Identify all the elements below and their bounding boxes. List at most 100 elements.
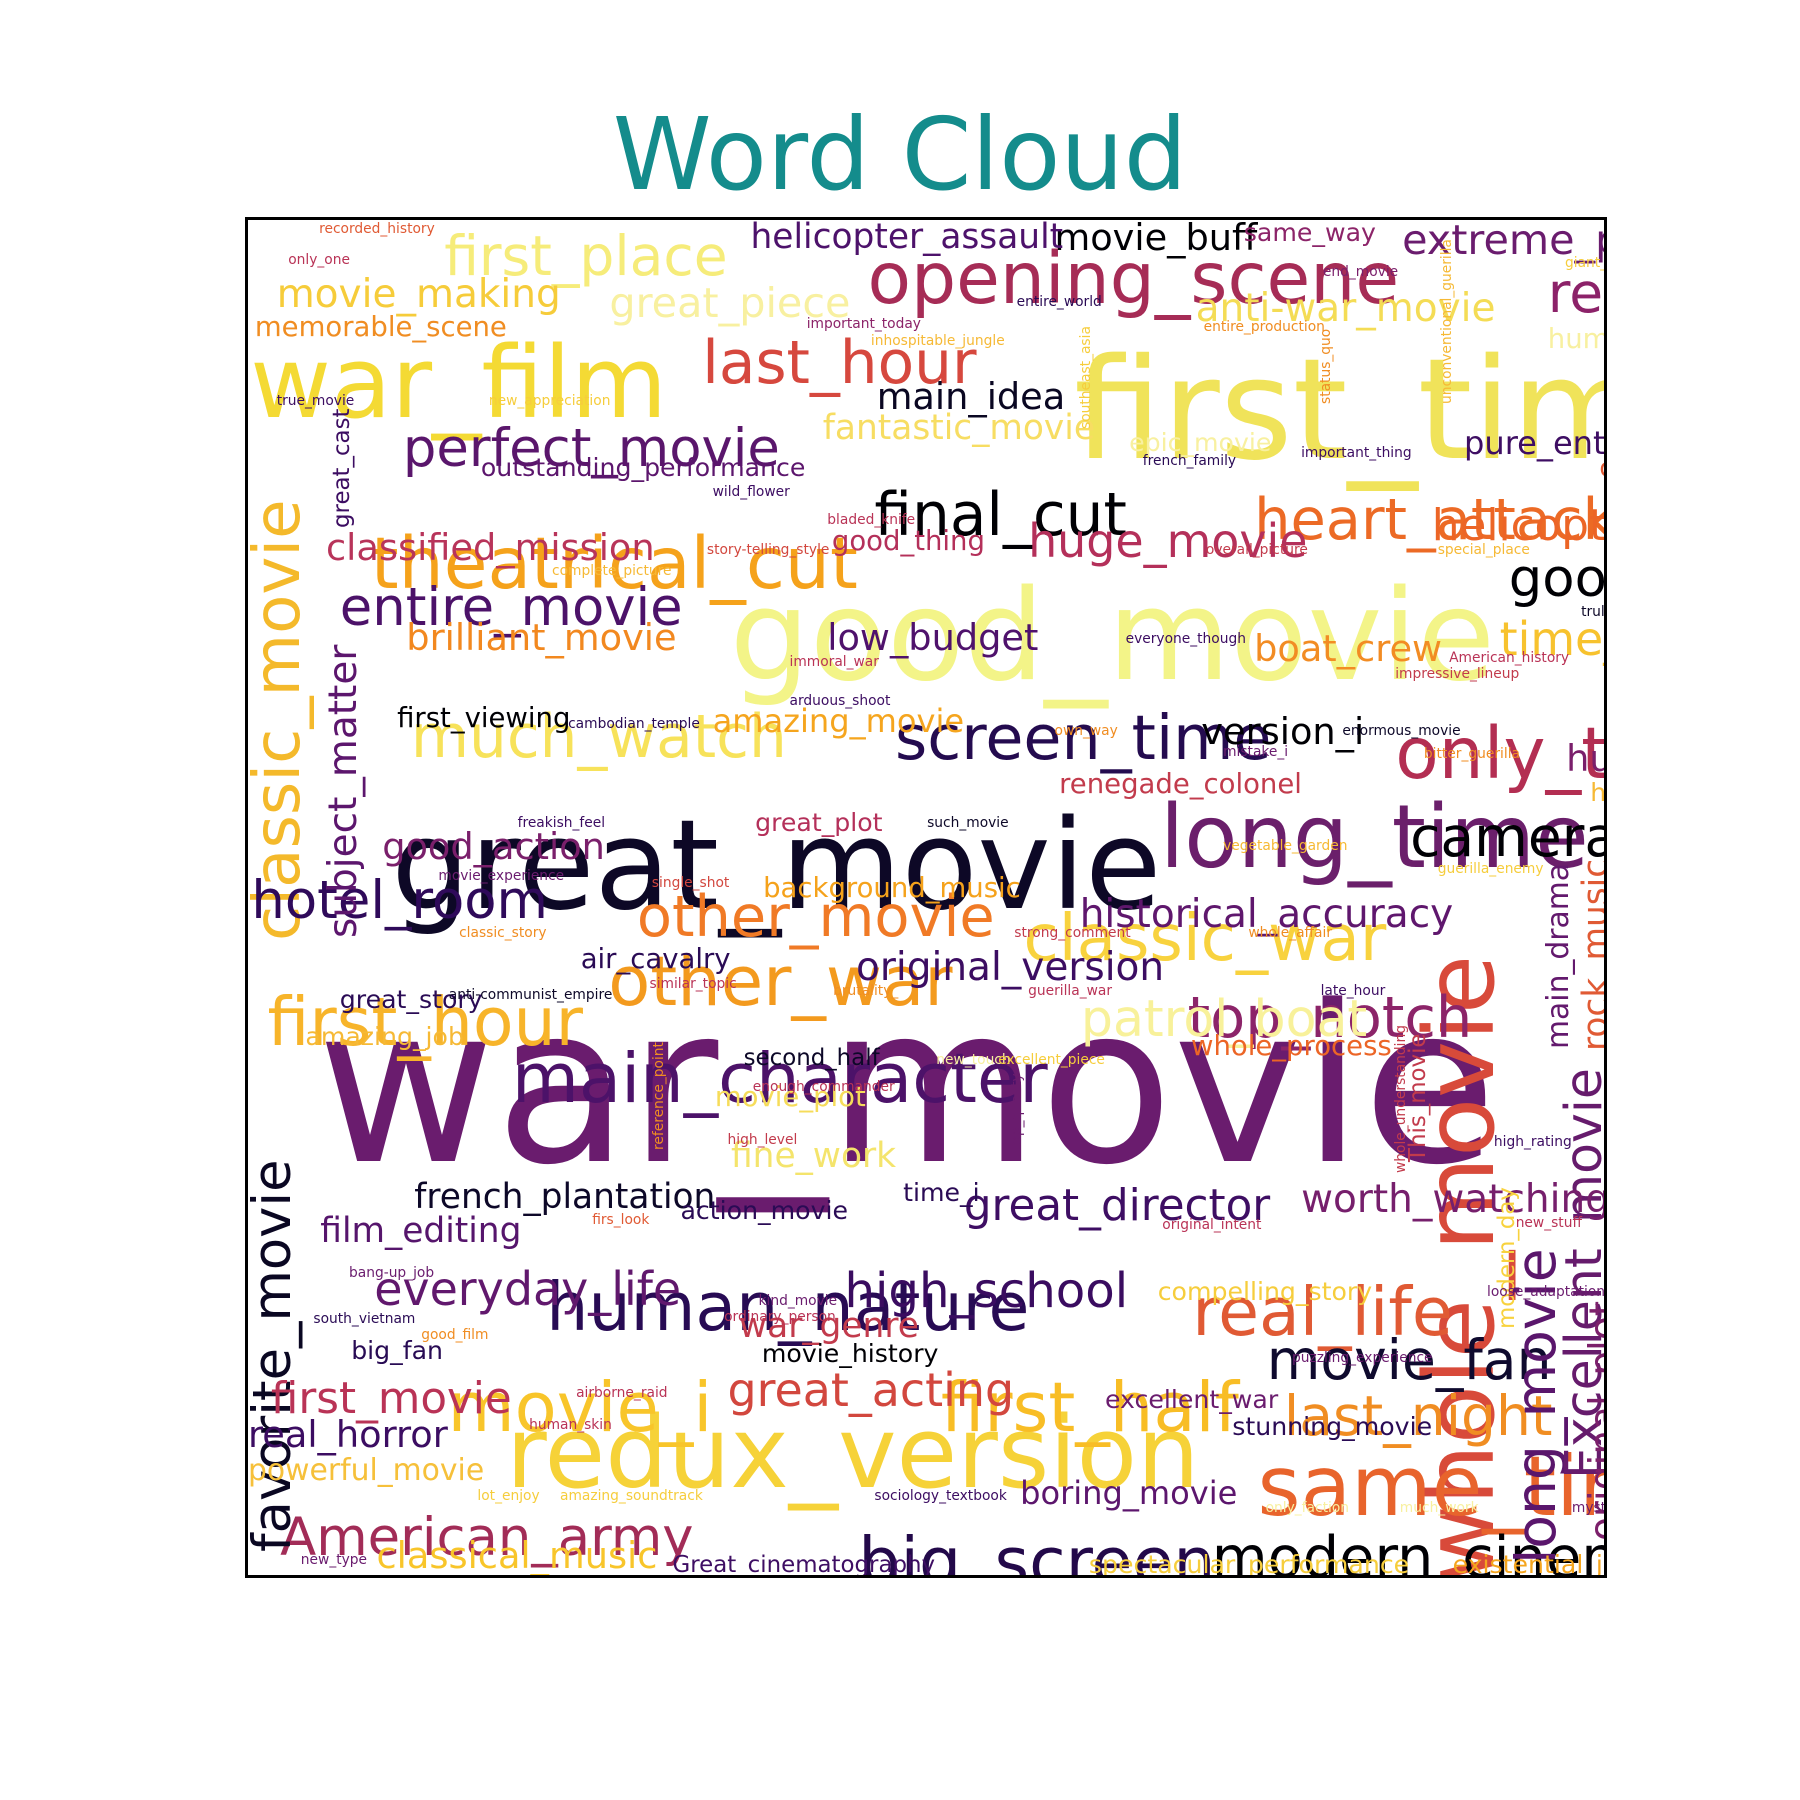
word-final-cut: final_cut <box>874 481 1127 551</box>
word-pure-entertainment: pure_entertainment <box>1464 423 1606 462</box>
word-immoral-war: immoral_war <box>789 654 879 671</box>
word-new-touch: new_touch <box>936 1051 1011 1068</box>
word-inhospitable-jungle: inhospitable_jungle <box>870 332 1005 349</box>
word-whole-understanding: whole_understanding <box>1393 1025 1410 1174</box>
word-perfect-movie: perfect_movie <box>402 418 780 480</box>
word-action-movie: action_movie <box>680 1196 848 1226</box>
word-new-type: new_type <box>300 1552 368 1569</box>
word-first-place: first_place <box>444 224 728 289</box>
word-movie-experience: movie_experience <box>438 867 565 884</box>
word-first-half: first_half <box>940 1368 1239 1448</box>
word-important-today: important_today <box>806 315 921 332</box>
word-movie-making: movie_making <box>276 272 561 318</box>
word-good-thing: good_thing <box>831 524 985 557</box>
word-spectacular-performance: spectacular_performance <box>1088 1550 1410 1578</box>
word-human-skin: human_skin <box>529 1416 612 1433</box>
word-main-drama: main_drama <box>1541 863 1577 1050</box>
word-air-cavalry: air_cavalry <box>580 942 731 975</box>
word-firs-look: firs_look <box>592 1212 650 1229</box>
word-worth-watching: worth_watching <box>1301 1177 1607 1222</box>
word-only-faction: only_faction <box>1265 1499 1350 1516</box>
word-classified-mission: classified_mission <box>326 526 655 569</box>
word-other-war: other_war <box>608 942 953 1022</box>
word-true-movie: true_movie <box>276 392 355 409</box>
word-south-vietnam: south_vietnam <box>313 1311 416 1328</box>
word-historical-accuracy: historical_accuracy <box>1079 892 1454 938</box>
word-real-life: real_life <box>1192 1272 1453 1351</box>
word-puzzling-experience: puzzling_experience <box>1292 1350 1433 1367</box>
word-good-movie: good_movie <box>729 561 1495 709</box>
word-american-history: American_history <box>1449 649 1570 666</box>
word-low-budget: low_budget <box>827 615 1039 659</box>
word-renegade-colonel: renegade_colonel <box>1059 768 1302 801</box>
word-movie-plot: movie_plot <box>714 1080 866 1113</box>
word-recorded-history: recorded_history <box>319 221 435 238</box>
word-classic-war: classic_war <box>1023 900 1387 976</box>
word-own-way: own_way <box>1054 723 1118 740</box>
word-entire-world: entire_world <box>1016 293 1102 310</box>
word-single-shot: single_shot <box>651 874 730 891</box>
word-brutality-: brutality_ <box>833 982 899 999</box>
word-late-hour: late_hour <box>1320 982 1386 999</box>
word-theatrical-cut: theatrical_cut <box>370 521 858 605</box>
word-outstanding-performance: outstanding_performance <box>480 453 806 483</box>
word-whole-process: whole_process <box>1191 1030 1392 1062</box>
word-good-war: good_war <box>1508 548 1607 609</box>
word-first-hour: first_hour <box>267 983 584 1062</box>
word-amazing-job: amazing_job <box>305 1021 464 1051</box>
word-real-horror: real_horror <box>248 1412 448 1456</box>
word-french-family: french_family <box>1142 453 1237 470</box>
word-top-notch: top_notch <box>1187 984 1473 1052</box>
word-such-movie: such_movie <box>927 815 1009 832</box>
word-bitter-guerilla: bitter_guerilla <box>1423 746 1520 763</box>
word-cambodian-temple: cambodian_temple <box>568 716 700 733</box>
word-giant-cover-up: giant_cover-up <box>1565 254 1607 271</box>
word-compelling-story: compelling_story <box>1157 1276 1373 1306</box>
word-human-soul: human_soul <box>1547 322 1607 355</box>
word-great-plot: great_plot <box>755 808 883 838</box>
word-main-character: main_character <box>511 1038 1048 1119</box>
word-bladed-knife: bladed_knife <box>827 512 916 528</box>
word-good-film: good_film <box>421 1327 489 1344</box>
word-everyone-though: everyone_though <box>1125 631 1246 648</box>
word-memorable-scene: memorable_scene <box>254 311 507 344</box>
word-version-i: version_i <box>1201 709 1365 753</box>
word-fantastic-movie: fantastic_movie <box>822 407 1096 448</box>
word-subject-matter: subject_matter <box>320 644 366 938</box>
word-movie-buff: movie_buff <box>1054 217 1258 259</box>
word-french-plantation: french_plantation <box>414 1177 716 1217</box>
word-anti-communist-empire: anti-communist_empire <box>448 987 613 1004</box>
word-big-fan: big_fan <box>351 1336 444 1366</box>
word-dark-side: dark_side <box>1599 455 1604 480</box>
word-long-time: long_time <box>1160 786 1589 889</box>
word-new-appreciation: new_appreciation <box>488 392 611 409</box>
word-this-movie: This_movie <box>1404 1033 1431 1162</box>
word-background-music: background_music <box>763 871 1021 904</box>
word-cloud-frame: war_movie first_time good_movie great_movie… <box>245 217 1607 1578</box>
word-same-time: same_time <box>1257 1439 1605 1536</box>
word-mistake-i: mistake_i <box>1223 743 1289 760</box>
word-powerful-movie: powerful_movie <box>248 1452 485 1488</box>
word-great-piece: great_piece <box>609 279 851 328</box>
word-sociology-textbook: sociology_textbook <box>874 1488 1007 1504</box>
word-existential-journey: existential_journey <box>1452 1550 1604 1578</box>
word-film-editing: film_editing <box>320 1211 522 1252</box>
word-helicopter-assault: helicopter_assault <box>750 217 1064 257</box>
word-real-war: real_war <box>1547 260 1604 325</box>
word-bang-up-job: bang-up_job <box>349 1265 435 1282</box>
word-strong-comment: strong_comment <box>1014 925 1131 942</box>
word-only-thing: only_thing <box>1395 712 1607 796</box>
word-status-quo: status_quo <box>1317 328 1334 404</box>
word-top-quality: top_quality <box>1008 1073 1025 1151</box>
word-war-film: war_film <box>250 325 668 441</box>
word-overall-picture: overall_picture <box>1205 541 1308 558</box>
word-original-intent: original_intent <box>1162 1217 1262 1233</box>
word-reference-point: reference_point <box>651 1042 667 1151</box>
word-epic-movie: epic_movie <box>1129 428 1272 458</box>
word-big-screen: big_screen <box>858 1523 1216 1578</box>
word-main-idea: main_idea <box>876 374 1066 418</box>
word-last-hour: last_hour <box>702 328 977 398</box>
word-special-place: special_place <box>1437 541 1530 558</box>
word-american-army: American_army <box>280 1506 694 1568</box>
word-high-level: high_level <box>727 1132 798 1149</box>
